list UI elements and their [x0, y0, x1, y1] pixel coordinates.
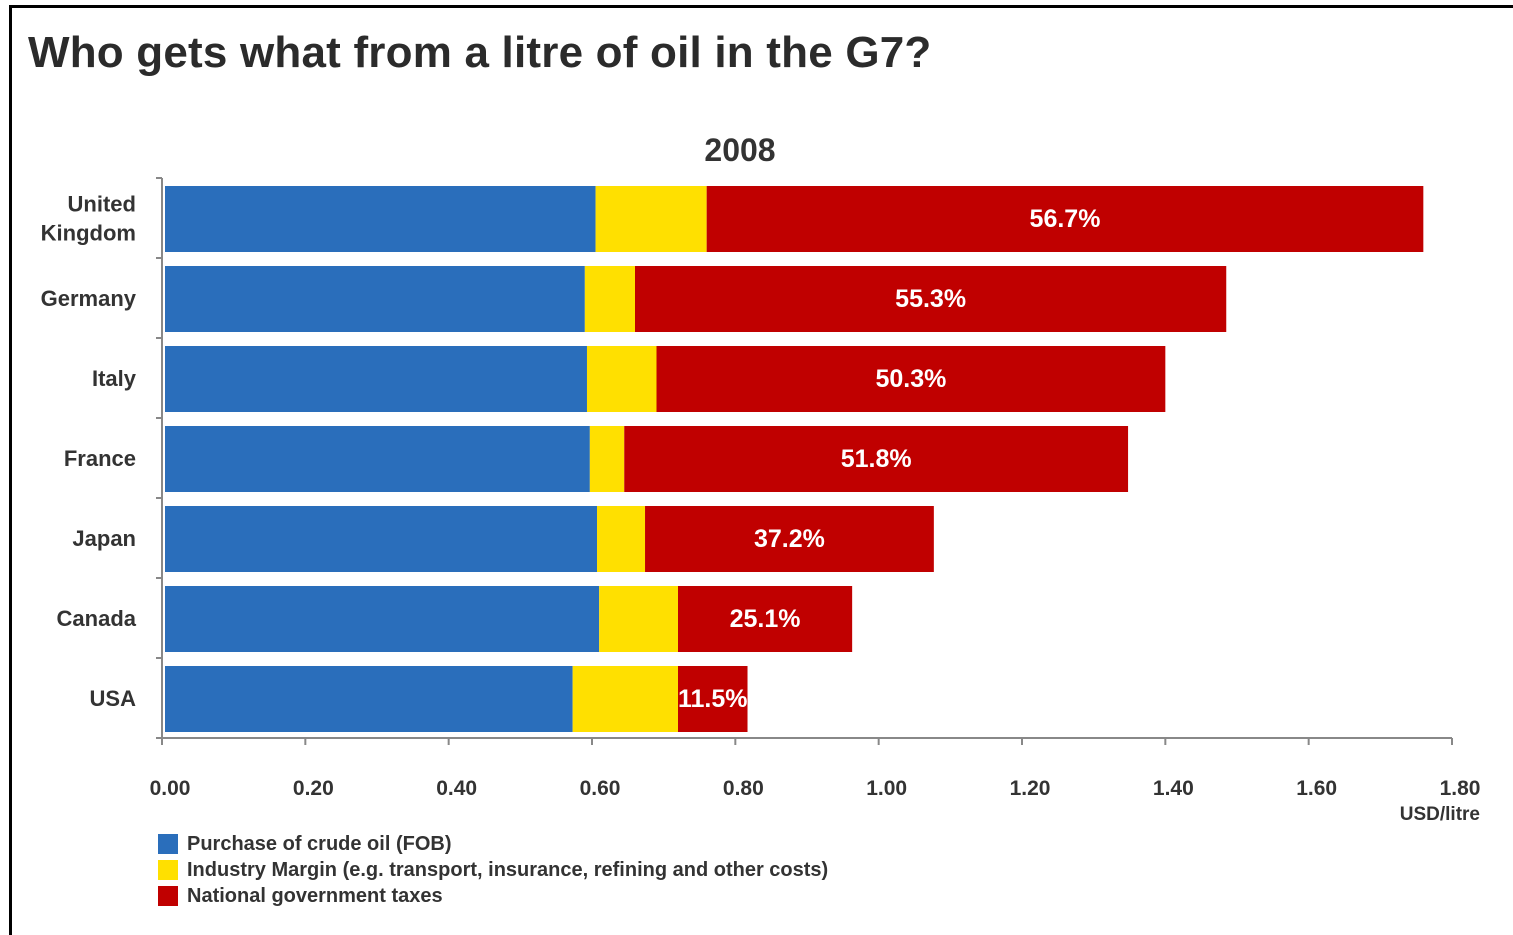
data-label: 55.3%	[895, 285, 966, 313]
legend-swatch-margin	[158, 860, 178, 880]
category-label: United	[68, 192, 136, 217]
bar-segment	[706, 186, 1424, 252]
bar-segment	[586, 346, 657, 412]
bar-segment	[165, 266, 585, 332]
x-tick-label: 0.80	[723, 777, 764, 800]
x-tick-label: 0.20	[293, 777, 334, 800]
x-tick-label: 0.60	[580, 777, 621, 800]
bar-segment	[635, 266, 1227, 332]
bar-segment	[165, 426, 590, 492]
category-label: Italy	[92, 366, 137, 391]
bar-segment	[678, 586, 853, 652]
chart-frame	[9, 5, 1513, 935]
legend-label-taxes: National government taxes	[187, 884, 443, 907]
legend-item-taxes: National government taxes	[158, 883, 828, 909]
legend: Purchase of crude oil (FOB) Industry Mar…	[158, 831, 828, 909]
legend-item-margin: Industry Margin (e.g. transport, insuran…	[158, 857, 828, 883]
category-label: Canada	[57, 606, 137, 631]
bar-segment	[645, 506, 934, 572]
data-label: 51.8%	[841, 445, 912, 473]
chart-title: Who gets what from a litre of oil in the…	[28, 28, 932, 77]
bar-segment	[595, 186, 707, 252]
bar-segment	[624, 426, 1129, 492]
x-axis-unit-label: USD/litre	[1400, 804, 1480, 825]
category-label: Japan	[72, 526, 136, 551]
legend-label-crude: Purchase of crude oil (FOB)	[187, 832, 452, 855]
x-tick-label: 0.00	[150, 777, 191, 800]
x-tick-label: 1.20	[1010, 777, 1051, 800]
legend-item-crude: Purchase of crude oil (FOB)	[158, 831, 828, 857]
chart-subtitle: 2008	[704, 132, 776, 168]
bar-segment	[599, 586, 678, 652]
bar-segment	[597, 506, 646, 572]
data-label: 37.2%	[754, 525, 825, 553]
data-label: 50.3%	[875, 365, 946, 393]
x-tick-label: 1.80	[1440, 777, 1481, 800]
bar-segment	[165, 346, 587, 412]
bar-segment	[165, 666, 573, 732]
legend-swatch-taxes	[158, 886, 178, 906]
legend-swatch-crude	[158, 834, 178, 854]
bar-segment	[572, 666, 678, 732]
x-tick-label: 1.60	[1296, 777, 1337, 800]
bar-segment	[165, 506, 598, 572]
bar-segment	[584, 266, 635, 332]
bar-segment	[165, 186, 596, 252]
x-tick-label: 0.40	[436, 777, 477, 800]
bar-segment	[589, 426, 625, 492]
category-label: USA	[90, 686, 137, 711]
x-tick-label: 1.40	[1153, 777, 1194, 800]
bar-segment	[678, 666, 748, 732]
category-label: Kingdom	[41, 221, 136, 246]
data-label: 56.7%	[1030, 205, 1101, 233]
bar-segment	[165, 586, 600, 652]
data-label: 25.1%	[730, 605, 801, 633]
legend-label-margin: Industry Margin (e.g. transport, insuran…	[187, 858, 829, 881]
category-label: Germany	[41, 286, 137, 311]
category-label: France	[64, 446, 136, 471]
x-tick-label: 1.00	[866, 777, 907, 800]
bar-segment	[656, 346, 1166, 412]
data-label: 11.5%	[678, 685, 748, 713]
